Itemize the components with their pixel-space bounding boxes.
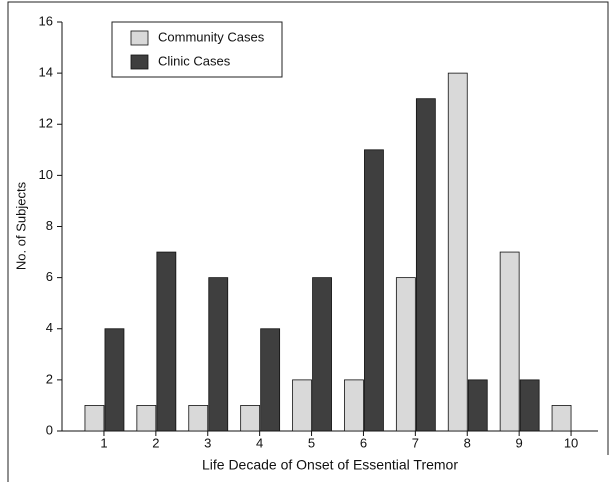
y-tick-label: 6	[46, 269, 53, 284]
y-tick-label: 14	[39, 65, 53, 80]
bar	[344, 379, 364, 432]
x-tick-label: 5	[308, 435, 315, 450]
x-tick-label: 6	[360, 435, 367, 450]
y-tick-label: 4	[46, 320, 53, 335]
bar	[551, 405, 572, 432]
legend-label: Clinic Cases	[158, 53, 231, 68]
x-tick-label: 1	[100, 435, 107, 450]
x-tick-label: 4	[256, 435, 263, 450]
legend-swatch	[130, 30, 149, 46]
y-tick-label: 10	[39, 167, 53, 182]
legend-label: Community Cases	[158, 29, 265, 44]
bar	[84, 405, 105, 432]
bar	[312, 277, 332, 432]
bar	[260, 328, 281, 432]
bar	[292, 379, 312, 432]
y-tick-label: 0	[46, 422, 53, 437]
x-tick-label: 8	[464, 435, 471, 450]
bar	[364, 149, 384, 432]
x-tick-label: 10	[564, 435, 578, 450]
y-tick-label: 2	[46, 371, 53, 386]
y-tick-label: 12	[39, 116, 53, 131]
bar	[208, 277, 229, 432]
x-axis-label: Life Decade of Onset of Essential Tremor	[202, 457, 458, 473]
bar	[104, 328, 125, 432]
y-tick-label: 8	[46, 218, 53, 233]
y-axis-label: No. of Subjects	[13, 181, 28, 270]
x-tick-label: 2	[152, 435, 159, 450]
bar	[467, 379, 488, 432]
x-tick-label: 3	[204, 435, 211, 450]
bar	[519, 379, 540, 432]
bar	[415, 98, 436, 432]
legend-swatch	[130, 54, 149, 70]
bar	[395, 277, 416, 432]
bar	[240, 405, 261, 432]
bar	[499, 251, 520, 432]
bar	[188, 405, 209, 432]
x-tick-label: 9	[516, 435, 523, 450]
frame	[7, 1, 609, 482]
y-tick-label: 16	[39, 13, 53, 28]
bar	[156, 251, 177, 432]
bar	[447, 72, 468, 432]
x-tick-label: 7	[412, 435, 419, 450]
bar	[136, 405, 157, 432]
